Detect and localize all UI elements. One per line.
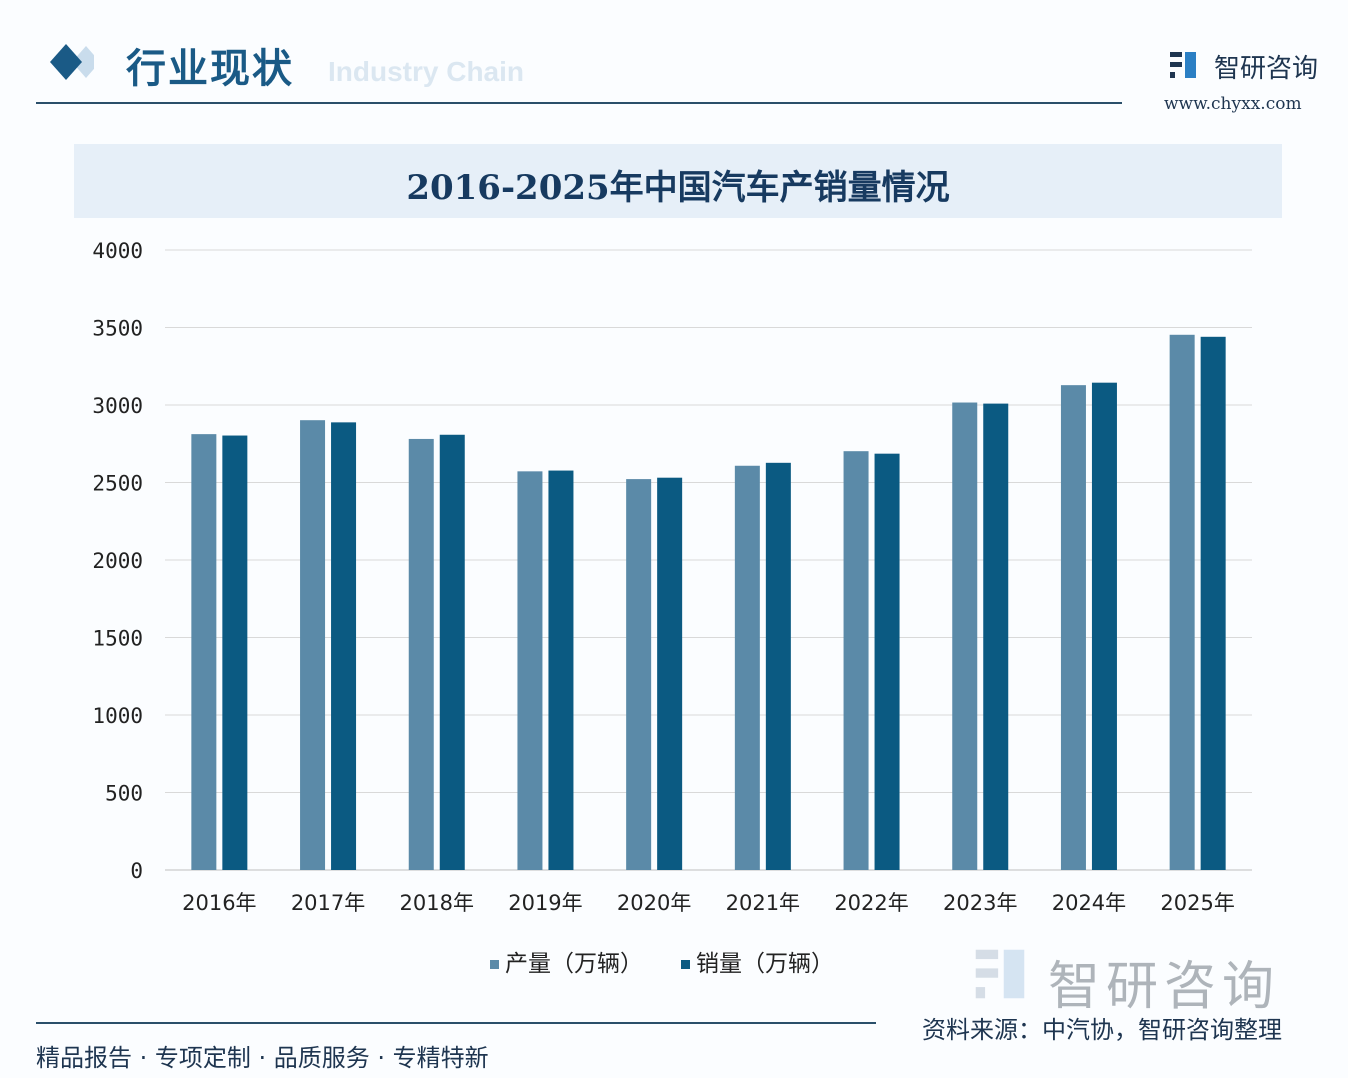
legend-label: 销量（万辆） — [696, 951, 834, 977]
bar-sales — [331, 422, 357, 870]
bar-production — [191, 434, 217, 870]
x-tick-label: 2023年 — [943, 891, 1017, 915]
bar-production — [300, 420, 326, 870]
bar-production — [517, 471, 543, 870]
bar-sales — [1091, 382, 1117, 870]
legend-item-sales: 销量（万辆） — [681, 944, 834, 978]
bar-sales — [439, 434, 465, 870]
bar-production — [626, 479, 652, 870]
bar-production — [408, 438, 434, 870]
bar-sales — [548, 470, 574, 870]
x-tick-label: 2025年 — [1160, 891, 1234, 915]
bar-production — [843, 451, 869, 870]
header-divider — [36, 102, 1122, 104]
header-title: 行业现状 — [126, 46, 294, 92]
x-tick-label: 2018年 — [400, 891, 474, 915]
x-tick-label: 2021年 — [726, 891, 800, 915]
watermark-brand: 智研咨询 — [1048, 957, 1281, 1017]
bar-sales — [765, 462, 791, 870]
x-tick-label: 2016年 — [182, 891, 256, 915]
bar-sales — [874, 453, 900, 870]
bar-production — [1169, 334, 1195, 870]
y-tick-label: 1000 — [92, 704, 143, 728]
legend: 产量（万辆） 销量（万辆） — [490, 944, 834, 978]
chart-title: 2016-2025年中国汽车产销量情况 — [406, 168, 950, 208]
bar-production — [734, 465, 760, 870]
y-tick-label: 4000 — [92, 239, 143, 263]
y-tick-label: 0 — [130, 859, 143, 883]
diamond-icon — [50, 44, 94, 80]
y-tick-label: 3500 — [92, 317, 143, 341]
y-tick-label: 3000 — [92, 394, 143, 418]
legend-item-production: 产量（万辆） — [490, 944, 643, 978]
x-tick-label: 2017年 — [291, 891, 365, 915]
y-tick-label: 2000 — [92, 549, 143, 573]
source-note: 资料来源：中汽协，智研咨询整理 — [922, 1016, 1282, 1044]
legend-swatch — [490, 960, 499, 969]
x-tick-label: 2019年 — [508, 891, 582, 915]
bar-sales — [983, 403, 1009, 870]
bar-sales — [222, 435, 248, 870]
footer-divider — [36, 1022, 876, 1024]
footer-slogan: 精品报告 · 专项定制 · 品质服务 · 专精特新 — [36, 1044, 489, 1072]
y-tick-label: 1500 — [92, 627, 143, 651]
brand-name: 智研咨询 — [1214, 54, 1319, 84]
title-band — [74, 144, 1282, 218]
legend-label: 产量（万辆） — [505, 951, 643, 977]
x-tick-label: 2020年 — [617, 891, 691, 915]
bar-production — [952, 402, 978, 870]
bar-production — [1060, 385, 1086, 870]
brand-logo-icon — [1170, 52, 1196, 78]
watermark-logo-icon — [975, 949, 1025, 999]
x-tick-label: 2022年 — [834, 891, 908, 915]
legend-swatch — [681, 960, 690, 969]
header-subtitle: Industry Chain — [328, 56, 525, 87]
bar-sales — [1200, 336, 1226, 870]
x-tick-label: 2024年 — [1052, 891, 1126, 915]
y-tick-label: 2500 — [92, 472, 143, 496]
bar-sales — [657, 477, 683, 870]
brand-url[interactable]: www.chyxx.com — [1164, 94, 1302, 114]
y-tick-label: 500 — [105, 782, 143, 806]
